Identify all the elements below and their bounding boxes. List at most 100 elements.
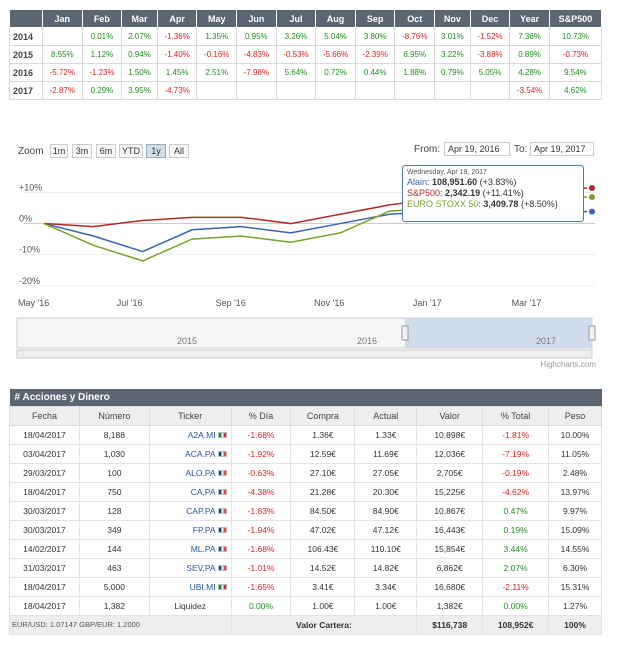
ticker-link[interactable]: CAP.PA	[186, 505, 216, 516]
column-header-total[interactable]: % Total	[482, 405, 550, 426]
zoom-3m-button[interactable]: 3m	[72, 144, 92, 158]
cell-compra: 21.28€	[290, 481, 356, 502]
cell-valor: 16,680€	[416, 576, 484, 597]
cell-fecha: 14/02/2017	[9, 538, 80, 559]
ticker-link[interactable]: A2A.MI	[187, 429, 216, 440]
chart-plot: +10% 0% -10% -20% May '16 Jul '16 Sep '16 Nov …	[16, 182, 596, 359]
cell-total: 2.07%	[482, 557, 550, 578]
tooltip-row-sp500: S&P500: 2,342.19 (+11.41%)	[407, 188, 524, 198]
monthly-return-cell: 0.44%	[354, 63, 396, 82]
ticker-link[interactable]: CA.PA	[190, 486, 216, 497]
to-date-input[interactable]: Apr 19, 2017	[530, 142, 594, 156]
table-row[interactable]: 18/04/2017 5,000 UBI.MI -1.65% 3.41€ 3.34€ 16,…	[9, 576, 602, 597]
zoom-ytd-button[interactable]: YTD	[119, 144, 143, 158]
x-tick-label: Jan '17	[413, 298, 442, 308]
ticker-link[interactable]: ALO.PA	[185, 467, 216, 478]
column-header-fecha[interactable]: Fecha	[9, 405, 80, 426]
cell-compra: 27.10€	[290, 462, 356, 483]
table-row[interactable]: 18/04/2017 750 CA.PA -4.38% 21.28€ 20.30€ 15,2…	[9, 481, 602, 502]
column-header-compra[interactable]: Compra	[290, 405, 356, 426]
cell-dia: 0.00%	[230, 595, 292, 616]
x-tick-label: Nov '16	[314, 298, 344, 308]
holdings-title: # Acciones y Dinero	[9, 389, 602, 406]
table-row[interactable]: 30/03/2017 128 CAP.PA -1.83% 84.50€ 84.90€ 10,…	[9, 500, 602, 521]
navigator-handle[interactable]	[401, 325, 409, 341]
monthly-return-cell: -3.88%	[469, 45, 511, 64]
ticker-link[interactable]: ML.PA	[190, 543, 216, 554]
monthly-header-cell: Jul	[275, 9, 317, 28]
cell-fecha: 30/03/2017	[9, 500, 80, 521]
table-row[interactable]: 30/03/2017 349 FP.PA -1.94% 47.02€ 47.12€ 16,4…	[9, 519, 602, 540]
from-date-input[interactable]: Apr 19, 2016	[444, 142, 510, 156]
cell-fecha: 18/04/2017	[9, 424, 80, 445]
ticker-link[interactable]: SEV.PA	[186, 562, 216, 573]
monthly-return-cell	[434, 81, 471, 100]
monthly-header-cell: Oct	[394, 9, 436, 28]
cell-ticker[interactable]: ACA.PA	[148, 443, 232, 464]
column-header-numero[interactable]: Número	[78, 405, 150, 426]
zoom-1y-button[interactable]: 1y	[146, 144, 166, 158]
to-label: To:	[514, 144, 528, 155]
cell-dia: -1.92%	[230, 443, 292, 464]
navigator-selection[interactable]	[405, 318, 592, 348]
table-row[interactable]: 14/02/2017 144 ML.PA -1.68% 106.43€ 110.10€ 15…	[9, 538, 602, 559]
zoom-6m-button[interactable]: 6m	[96, 144, 116, 158]
cell-actual: 27.05€	[354, 462, 418, 483]
cell-ticker[interactable]: SEV.PA	[148, 557, 232, 578]
column-header-peso[interactable]: Peso	[548, 405, 602, 426]
ticker-link[interactable]: UBI.MI	[189, 581, 216, 592]
cell-ticker[interactable]: CAP.PA	[148, 500, 232, 521]
navigator-scrollbar[interactable]	[16, 349, 593, 359]
cell-total: 3.44%	[482, 538, 550, 559]
cell-ticker[interactable]: FP.PA	[148, 519, 232, 540]
column-header-actual[interactable]: Actual	[354, 405, 418, 426]
cell-valor: 2,705€	[416, 462, 484, 483]
monthly-return-cell: 0.94%	[121, 45, 158, 64]
france-flag-icon	[217, 565, 227, 572]
monthly-return-cell: 2.51%	[196, 63, 238, 82]
monthly-return-cell: -4.73%	[156, 81, 198, 100]
cell-peso: 15.09%	[548, 519, 602, 540]
cell-ticker[interactable]: UBI.MI	[148, 576, 232, 597]
italy-flag-icon	[217, 432, 227, 439]
monthly-return-cell: -1.23%	[81, 63, 123, 82]
tooltip-date: Wednesday, Apr 19, 2017	[407, 169, 487, 176]
zoom-1m-button[interactable]: 1m	[50, 144, 68, 158]
ticker-link[interactable]: ACA.PA	[185, 448, 216, 459]
table-row[interactable]: 18/04/2017 1,382 Liquidez 0.00% 1.00€ 1.00€ 1,…	[9, 595, 602, 616]
monthly-row-2016: 2016 -5.72% -1.23% 1.50% 1.45% 2.51% -7.98% 5.6…	[9, 63, 603, 82]
cell-dia: -1.65%	[230, 576, 292, 597]
table-row[interactable]: 18/04/2017 8,188 A2A.MI -1.68% 1.36€ 1.33€ 10,…	[9, 424, 602, 445]
zoom-label: Zoom	[18, 146, 44, 157]
cell-ticker[interactable]: ML.PA	[148, 538, 232, 559]
cell-actual: 84.90€	[354, 500, 418, 521]
table-row[interactable]: 03/04/2017 1,030 ACA.PA -1.92% 12.59€ 11.69€ 1…	[9, 443, 602, 464]
cell-fecha: 18/04/2017	[9, 595, 80, 616]
y-tick-label: -20%	[19, 276, 40, 286]
column-header-valor[interactable]: Valor	[416, 405, 484, 426]
cell-ticker[interactable]: A2A.MI	[148, 424, 232, 445]
ticker-link[interactable]: Liquidez	[174, 600, 207, 611]
cell-valor: 1,382€	[416, 595, 484, 616]
ticker-link[interactable]: FP.PA	[192, 524, 216, 535]
column-header-ticker[interactable]: Ticker	[148, 405, 232, 426]
table-row[interactable]: 29/03/2017 100 ALO.PA -0.63% 27.10€ 27.05€ 2,7…	[9, 462, 602, 483]
monthly-return-cell: -5.66%	[315, 45, 356, 64]
year-label: 2015	[9, 45, 43, 64]
zoom-all-button[interactable]: All	[169, 144, 189, 158]
cell-dia: -1.94%	[230, 519, 292, 540]
cell-ticker[interactable]: Liquidez	[148, 595, 232, 616]
table-row[interactable]: 31/03/2017 463 SEV.PA -1.01% 14.52€ 14.82€ 6,8…	[9, 557, 602, 578]
navigator-handle[interactable]	[588, 325, 596, 341]
highcharts-credits-link[interactable]: Highcharts.com	[540, 360, 596, 369]
cell-total: -4.62%	[482, 481, 550, 502]
cell-actual: 20.30€	[354, 481, 418, 502]
monthly-return-cell: -0.53%	[275, 45, 317, 64]
cell-ticker[interactable]: CA.PA	[148, 481, 232, 502]
monthly-return-cell: 1.50%	[121, 63, 158, 82]
cell-numero: 463	[78, 557, 150, 578]
monthly-row-2015: 2015 8.55% 1.12% 0.94% -1.40% -0.16% -4.83% -0.…	[9, 45, 603, 64]
cell-ticker[interactable]: ALO.PA	[148, 462, 232, 483]
monthly-row-2017: 2017 -2.87% 0.29% 3.95% -4.73% -3.54% 4.62%	[9, 81, 603, 100]
column-header-dia[interactable]: % Día	[230, 405, 292, 426]
